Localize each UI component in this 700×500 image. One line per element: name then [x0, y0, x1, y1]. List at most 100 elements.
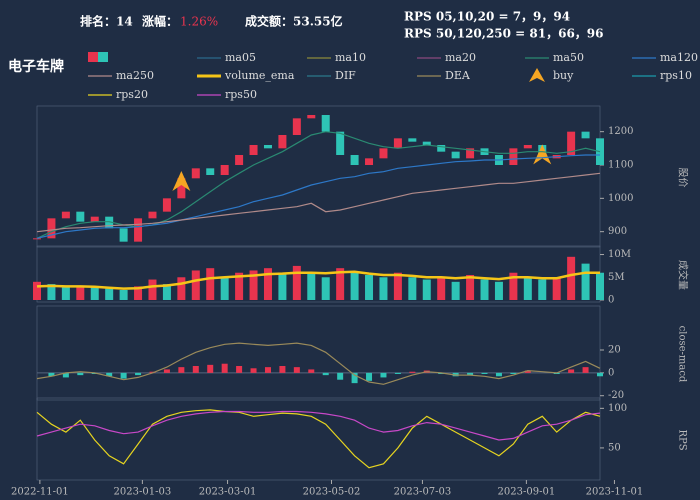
- macd-bar: [409, 371, 416, 373]
- panel: [36, 397, 601, 481]
- volume-bar: [365, 275, 374, 300]
- x-tick-label: 2022-11-01: [11, 487, 69, 498]
- macd-bar: [77, 372, 84, 376]
- macd-bar: [135, 372, 142, 376]
- series-line: [36, 172, 601, 233]
- candle: [350, 155, 359, 165]
- macd-bar: [510, 372, 517, 374]
- macd-bar: [120, 372, 127, 379]
- macd-bar: [394, 372, 401, 374]
- macd-bar: [106, 372, 113, 377]
- change: 1.26%: [180, 15, 218, 29]
- legend-label: DIF: [335, 69, 356, 82]
- volume-bar: [191, 270, 200, 300]
- macd-bar: [380, 372, 387, 378]
- volume-bar: [480, 279, 489, 300]
- rank: 排名：14: [80, 14, 133, 29]
- volume-bar: [466, 275, 475, 300]
- macd-bar: [467, 372, 474, 376]
- volume-bar: [134, 286, 143, 300]
- legend-label: rps20: [116, 88, 148, 101]
- y-tick-label: 50: [608, 442, 621, 453]
- volume-bar: [61, 286, 70, 300]
- buy-marker: [172, 171, 191, 191]
- volume-bar: [119, 290, 128, 300]
- x-tick-label: 2023-09-01: [498, 487, 556, 498]
- macd-bar: [481, 372, 488, 374]
- change-label: 涨幅：: [142, 14, 178, 29]
- macd-bar: [351, 372, 358, 384]
- y-tick-label: 900: [608, 226, 627, 237]
- rps-long: RPS 50,120,250 = 81，66，96: [404, 27, 604, 41]
- y-tick-label: -20: [608, 390, 624, 401]
- series-line: [36, 342, 601, 385]
- macd-bar: [192, 366, 199, 373]
- candle: [162, 198, 171, 212]
- volume-bar: [393, 272, 402, 300]
- turnover: 成交额：53.55亿: [245, 14, 343, 29]
- candle: [509, 148, 518, 165]
- x-tick-label: 2023-01-03: [114, 487, 172, 498]
- volume-bar: [220, 277, 229, 300]
- candle: [148, 211, 157, 219]
- candle: [321, 115, 330, 132]
- panel: [36, 105, 601, 248]
- volume-bar: [509, 272, 518, 300]
- x-tick-label: 2023-05-02: [303, 487, 361, 498]
- volume-bar: [552, 277, 561, 300]
- candle: [466, 148, 475, 159]
- volume-bar: [105, 288, 114, 300]
- volume-bar: [379, 277, 388, 300]
- candle: [235, 155, 244, 165]
- volume-bar: [235, 272, 244, 300]
- y-tick-label: 20: [608, 345, 621, 356]
- macd-bar: [48, 372, 55, 377]
- series-line: [36, 409, 601, 469]
- x-tick-label: 2023-07-03: [394, 487, 452, 498]
- legend-label: buy: [553, 69, 574, 82]
- volume-bar: [538, 279, 547, 300]
- macd-bar: [322, 372, 329, 376]
- macd-bar: [163, 369, 170, 373]
- candle: [567, 131, 576, 155]
- candle: [119, 228, 128, 242]
- candle: [437, 145, 446, 152]
- candle: [422, 141, 431, 145]
- volume-bar: [321, 277, 330, 300]
- rps-short: RPS 05,10,20 = 7，9，94: [404, 10, 570, 24]
- legend-label: DEA: [445, 69, 471, 82]
- legend-label: rps10: [660, 69, 692, 82]
- y-tick-label: 1100: [608, 160, 633, 171]
- candle: [393, 138, 402, 149]
- y-axis-label: 股价: [677, 168, 689, 188]
- panel: [36, 305, 601, 401]
- candle: [33, 238, 41, 240]
- macd-bar: [582, 367, 589, 373]
- volume-bar: [451, 281, 460, 300]
- candle-icon: [88, 52, 98, 62]
- legend-label: rps50: [225, 88, 257, 101]
- candle: [220, 165, 229, 175]
- y-axis-label: 成交量: [677, 260, 690, 290]
- volume-bar: [263, 268, 272, 300]
- candle: [206, 168, 215, 175]
- candle: [105, 216, 114, 229]
- macd-bar: [337, 372, 344, 380]
- series-line: [36, 270, 600, 290]
- volume-bar: [567, 256, 576, 300]
- macd-bar: [236, 366, 243, 373]
- volume-bar: [278, 272, 287, 300]
- macd-bar: [495, 372, 502, 377]
- legend-label: ma05: [225, 51, 256, 64]
- legend-label: ma50: [553, 51, 584, 64]
- candle-icon: [98, 52, 108, 62]
- volume-bar: [33, 281, 41, 300]
- legend-label: ma10: [335, 51, 366, 64]
- y-axis-label: close-macd: [677, 326, 688, 383]
- legend-label: volume_ema: [224, 69, 295, 82]
- candle: [76, 211, 85, 222]
- volume-bar: [523, 277, 532, 300]
- y-tick-label: 0: [608, 295, 614, 306]
- candle: [523, 145, 532, 149]
